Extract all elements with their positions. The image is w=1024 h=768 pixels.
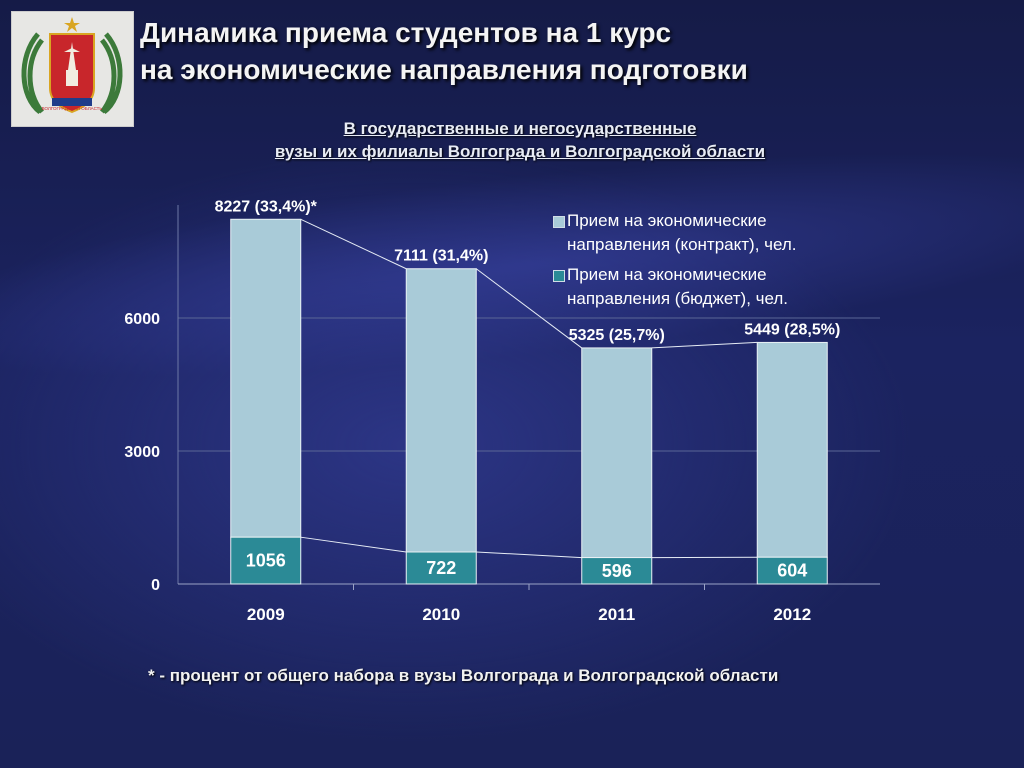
x-tick-label: 2010 [422,605,460,624]
x-tick-label: 2009 [247,605,285,624]
budget-connector-line [476,551,582,559]
budget-data-label: 1056 [246,551,286,571]
bar-contract-2012 [756,341,828,558]
total-data-label: 7111 (31,4%) [394,248,488,265]
bar-budget-2012 [756,556,828,585]
region-emblem: ВОЛГОГРАДСКАЯ ОБЛАСТЬ [12,12,133,126]
legend-label-budget: Прием на экономические направления (бюдж… [567,265,789,308]
legend-label-contract: Прием на экономические направления (конт… [567,211,797,254]
budget-data-label: 604 [777,561,807,581]
bar-budget-2010 [405,551,477,585]
legend-swatch-budget [553,270,565,282]
bar-budget-2011 [581,557,653,585]
subtitle-line-2: вузы и их филиалы Волгограда и Волгоград… [274,142,766,161]
title-line-1: Динамика приема студентов на 1 курс [140,17,672,48]
bar-budget-2009 [230,536,302,585]
y-tick-label: 3000 [124,444,160,461]
title-line-2: на экономические направления подготовки [140,54,748,85]
budget-connector-line [300,536,407,553]
bar-contract-2010 [405,268,477,553]
legend-item-budget: Прием на экономические направления (бюдж… [553,263,873,311]
legend-item-contract: Прием на экономические направления (конт… [553,209,873,257]
budget-data-label: 596 [602,561,632,581]
total-connector-line [475,268,583,349]
total-data-label: 5325 (25,7%) [569,327,665,344]
emblem-caption: ВОЛГОГРАДСКАЯ ОБЛАСТЬ [42,106,103,111]
bar-contract-2009 [230,218,302,538]
subtitle-line-1: В государственные и негосударственные [343,119,697,138]
page-title: Динамика приема студентов на 1 курс на э… [140,14,748,88]
bar-contract-2011 [581,347,653,559]
total-connector-line [300,218,407,270]
chart-legend: Прием на экономические направления (конт… [553,209,873,317]
x-tick-label: 2011 [598,605,635,624]
total-data-label: 5449 (28,5%) [744,321,840,338]
total-data-label: 8227 (33,4%)* [215,198,318,215]
y-tick-label: 6000 [124,311,160,328]
total-connector-line [651,341,758,349]
budget-data-label: 722 [426,558,456,578]
x-tick-label: 2012 [773,605,811,624]
admission-chart: 0 3000 6000 1056 8227 (33,4%)* 2009 722 7111 (3… [124,198,880,624]
footnote: * - процент от общего набора в вузы Волг… [148,666,779,685]
legend-swatch-contract [553,216,565,228]
y-tick-label: 0 [151,577,160,594]
